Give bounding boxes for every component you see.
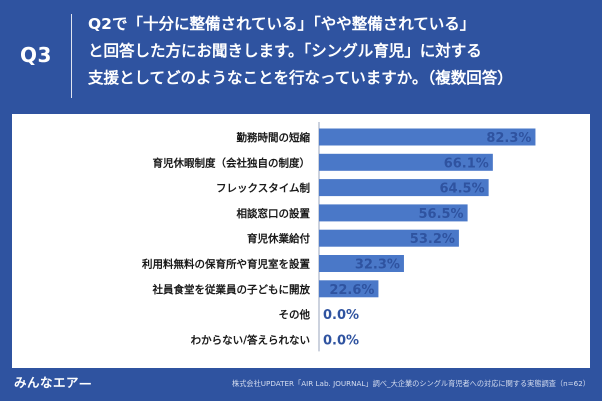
question-line-2: と回答した方にお聞きします。「シングル育児」に対する <box>88 42 482 60</box>
header-divider <box>71 14 72 98</box>
source-note: 株式会社UPDATER「AIR Lab. JOURNAL」調べ_大企業のシングル… <box>232 379 590 388</box>
question-number: Q3 <box>20 43 52 67</box>
category-label: わからない/答えられない <box>191 333 310 346</box>
bar <box>319 153 493 171</box>
chart-card: 勤務時間の短縮 82.3% 育児休暇制度（会社独自の制度） 66.1% フレックスタイム… <box>12 114 590 368</box>
value-label: 66.1% <box>444 156 489 171</box>
bar <box>319 255 404 272</box>
value-label: 53.2% <box>410 232 455 247</box>
category-label: 相談窓口の設置 <box>237 207 311 220</box>
bar <box>319 280 379 298</box>
value-label: 32.3% <box>355 258 400 273</box>
value-label: 82.3% <box>486 131 531 146</box>
category-label: フレックスタイム制 <box>216 182 310 195</box>
category-label: 育児休暇制度（会社独自の制度） <box>153 156 311 169</box>
value-label: 56.5% <box>418 207 463 222</box>
category-label: その他 <box>279 308 311 321</box>
bar <box>319 128 536 146</box>
bar <box>319 179 489 197</box>
question-header: Q3 Q2で「十分に整備されている」「やや整備されている」 と回答した方にお聞き… <box>0 0 602 112</box>
bar <box>319 229 459 247</box>
value-label: 0.0% <box>323 308 359 323</box>
question-text: Q2で「十分に整備されている」「やや整備されている」 と回答した方にお聞きします… <box>88 11 598 92</box>
category-label: 利用料無料の保育所や育児室を設置 <box>142 258 310 271</box>
value-label: 22.6% <box>329 283 374 298</box>
bar <box>319 204 468 222</box>
category-label: 社員食堂を従業員の子どもに開放 <box>152 283 311 296</box>
question-line-1: Q2で「十分に整備されている」「やや整備されている」 <box>88 15 476 33</box>
value-label: 0.0% <box>323 333 359 348</box>
brand-logo: みんなエア— <box>14 375 93 390</box>
bar-chart: 勤務時間の短縮 82.3% 育児休暇制度（会社独自の制度） 66.1% フレックスタイム… <box>142 122 536 352</box>
value-label: 64.5% <box>440 182 485 197</box>
question-line-3: 支援としてどのようなことを行なっていますか。（複数回答） <box>88 69 513 87</box>
category-label: 勤務時間の短縮 <box>237 131 311 144</box>
category-label: 育児休業給付 <box>247 232 310 245</box>
